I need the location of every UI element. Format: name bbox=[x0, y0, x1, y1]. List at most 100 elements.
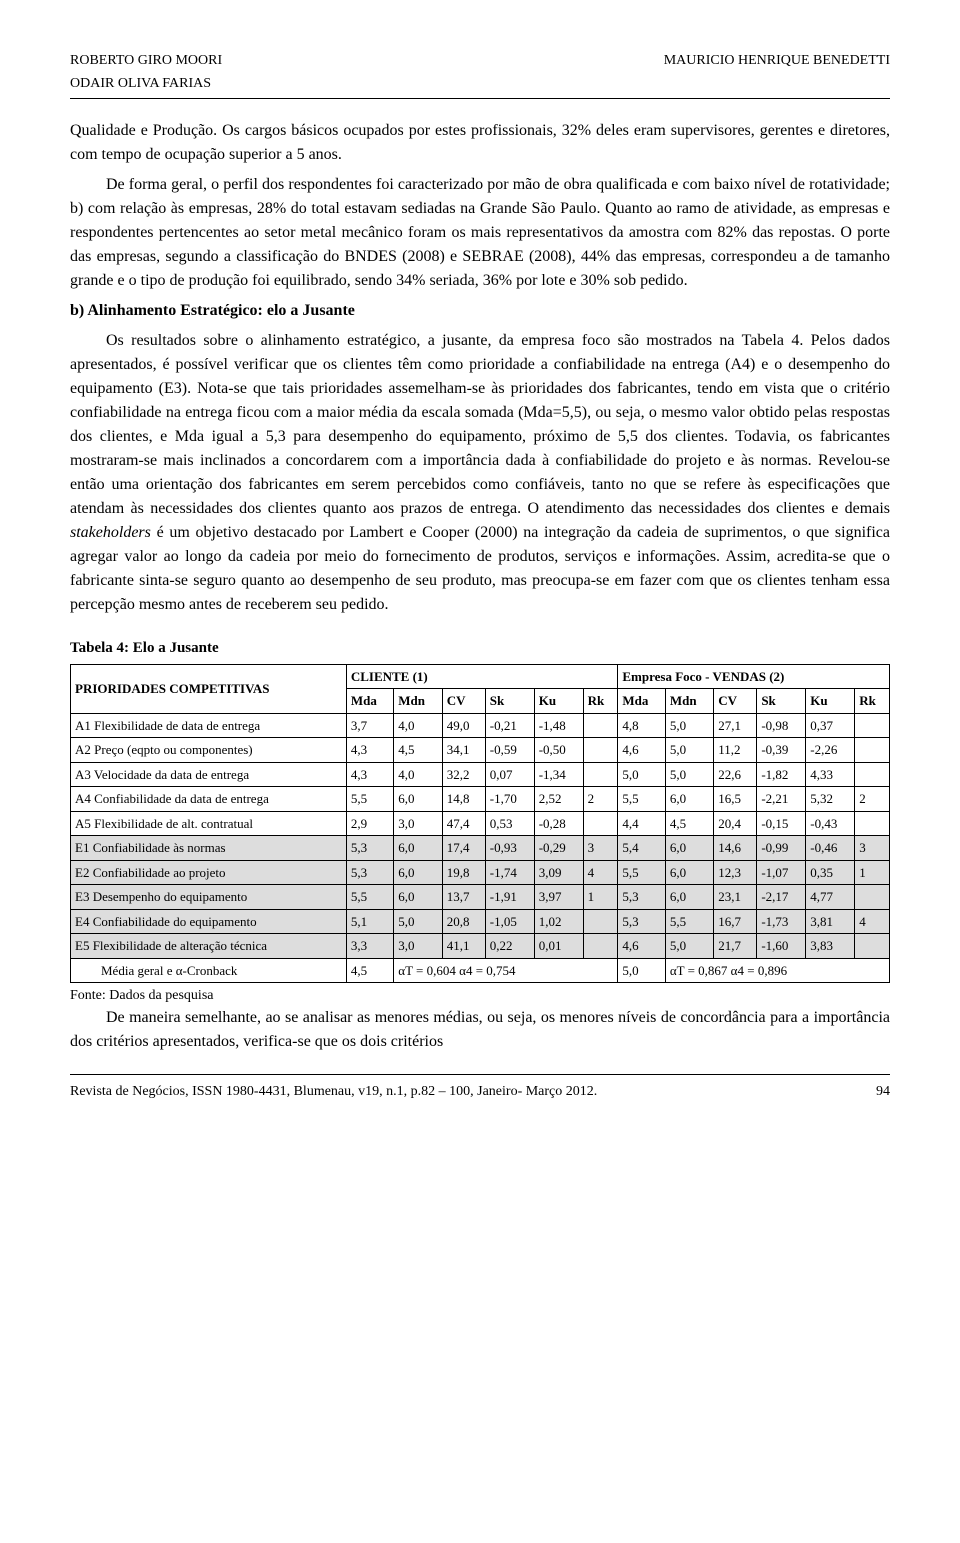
cell: 27,1 bbox=[714, 713, 757, 738]
cell: 16,7 bbox=[714, 909, 757, 934]
cell: 3,81 bbox=[806, 909, 855, 934]
subcol: Rk bbox=[583, 689, 618, 714]
cell: 4,0 bbox=[394, 713, 442, 738]
cell bbox=[583, 713, 618, 738]
cell: 1 bbox=[583, 885, 618, 910]
page-number: 94 bbox=[876, 1081, 890, 1102]
row-label: E1 Confiabilidade às normas bbox=[71, 836, 347, 861]
author-left-2: ODAIR OLIVA FARIAS bbox=[70, 73, 890, 94]
cell: 4,0 bbox=[394, 762, 442, 787]
row-label: E3 Desempenho do equipamento bbox=[71, 885, 347, 910]
cell: 3,7 bbox=[346, 713, 393, 738]
cell: 3,0 bbox=[394, 811, 442, 836]
cell: -1,70 bbox=[485, 787, 534, 812]
cell: 5,1 bbox=[346, 909, 393, 934]
cell: 6,0 bbox=[394, 787, 442, 812]
cell: -0,98 bbox=[757, 713, 806, 738]
subcol: Sk bbox=[485, 689, 534, 714]
cell: 2 bbox=[855, 787, 890, 812]
cell: 5,3 bbox=[346, 836, 393, 861]
cell: 13,7 bbox=[442, 885, 485, 910]
cell: 4,5 bbox=[394, 738, 442, 763]
cell: -1,07 bbox=[757, 860, 806, 885]
cell: 17,4 bbox=[442, 836, 485, 861]
cell: 5,0 bbox=[618, 762, 665, 787]
section-b-heading: b) Alinhamento Estratégico: elo a Jusant… bbox=[70, 299, 890, 323]
row-label: A1 Flexibilidade de data de entrega bbox=[71, 713, 347, 738]
cell bbox=[855, 934, 890, 959]
cell: 2,9 bbox=[346, 811, 393, 836]
cell: 4,77 bbox=[806, 885, 855, 910]
cell: 4,33 bbox=[806, 762, 855, 787]
cell: 5,0 bbox=[665, 713, 713, 738]
cell: -1,91 bbox=[485, 885, 534, 910]
cell: 3,83 bbox=[806, 934, 855, 959]
cell: 20,8 bbox=[442, 909, 485, 934]
cell: -0,28 bbox=[534, 811, 583, 836]
table-row: A1 Flexibilidade de data de entrega3,74,… bbox=[71, 713, 890, 738]
table-title: Tabela 4: Elo a Jusante bbox=[70, 637, 890, 660]
cell: 0,37 bbox=[806, 713, 855, 738]
cell: 3,97 bbox=[534, 885, 583, 910]
table-row: A3 Velocidade da data de entrega4,34,032… bbox=[71, 762, 890, 787]
paragraph-2: Os resultados sobre o alinhamento estrat… bbox=[70, 329, 890, 617]
cell: 6,0 bbox=[665, 836, 713, 861]
author-right-1: MAURICIO HENRIQUE BENEDETTI bbox=[664, 50, 890, 71]
cell: 6,0 bbox=[394, 836, 442, 861]
cell: -0,99 bbox=[757, 836, 806, 861]
cell: 19,8 bbox=[442, 860, 485, 885]
row-label: A3 Velocidade da data de entrega bbox=[71, 762, 347, 787]
cell: 0,22 bbox=[485, 934, 534, 959]
table-row: A5 Flexibilidade de alt. contratual2,93,… bbox=[71, 811, 890, 836]
cell bbox=[855, 762, 890, 787]
footer-divider bbox=[70, 1074, 890, 1075]
paragraph-1a: Qualidade e Produção. Os cargos básicos … bbox=[70, 119, 890, 167]
table-row: A2 Preço (eqpto ou componentes)4,34,534,… bbox=[71, 738, 890, 763]
summary-row: Média geral e α-Cronback 4,5 αT = 0,604 … bbox=[71, 958, 890, 983]
cell: 5,5 bbox=[618, 860, 665, 885]
rowhead: PRIORIDADES COMPETITIVAS bbox=[71, 664, 347, 713]
table-row: E3 Desempenho do equipamento5,56,013,7-1… bbox=[71, 885, 890, 910]
cell: 2,52 bbox=[534, 787, 583, 812]
paragraph-1b: De forma geral, o perfil dos respondente… bbox=[70, 173, 890, 293]
cell: 4 bbox=[583, 860, 618, 885]
subcol: Ku bbox=[806, 689, 855, 714]
table-row: E4 Confiabilidade do equipamento5,15,020… bbox=[71, 909, 890, 934]
cell: 4,6 bbox=[618, 934, 665, 959]
cell bbox=[583, 934, 618, 959]
cell: 14,6 bbox=[714, 836, 757, 861]
cell: 3,0 bbox=[394, 934, 442, 959]
cell: 5,5 bbox=[618, 787, 665, 812]
cell: 0,01 bbox=[534, 934, 583, 959]
subcol: CV bbox=[442, 689, 485, 714]
cell: -0,43 bbox=[806, 811, 855, 836]
cell: 0,53 bbox=[485, 811, 534, 836]
row-label: A2 Preço (eqpto ou componentes) bbox=[71, 738, 347, 763]
cell: 5,4 bbox=[618, 836, 665, 861]
cell bbox=[583, 762, 618, 787]
paragraph-3: De maneira semelhante, ao se analisar as… bbox=[70, 1006, 890, 1054]
subcol: Rk bbox=[855, 689, 890, 714]
cell: -1,74 bbox=[485, 860, 534, 885]
cell: -2,17 bbox=[757, 885, 806, 910]
cell: 12,3 bbox=[714, 860, 757, 885]
cell: 16,5 bbox=[714, 787, 757, 812]
cell bbox=[855, 811, 890, 836]
cell: 5,5 bbox=[665, 909, 713, 934]
cell: 6,0 bbox=[394, 860, 442, 885]
cell: 5,0 bbox=[394, 909, 442, 934]
cell: 3 bbox=[855, 836, 890, 861]
cell: 21,7 bbox=[714, 934, 757, 959]
cell: 6,0 bbox=[394, 885, 442, 910]
cell: 23,1 bbox=[714, 885, 757, 910]
cell: -2,26 bbox=[806, 738, 855, 763]
row-label: A4 Confiabilidade da data de entrega bbox=[71, 787, 347, 812]
cell: -1,34 bbox=[534, 762, 583, 787]
cell bbox=[855, 738, 890, 763]
cell: 11,2 bbox=[714, 738, 757, 763]
cell: -0,46 bbox=[806, 836, 855, 861]
cell: 2 bbox=[583, 787, 618, 812]
table-jusante: PRIORIDADES COMPETITIVAS CLIENTE (1) Emp… bbox=[70, 664, 890, 984]
cell: 49,0 bbox=[442, 713, 485, 738]
subcol: Mda bbox=[346, 689, 393, 714]
